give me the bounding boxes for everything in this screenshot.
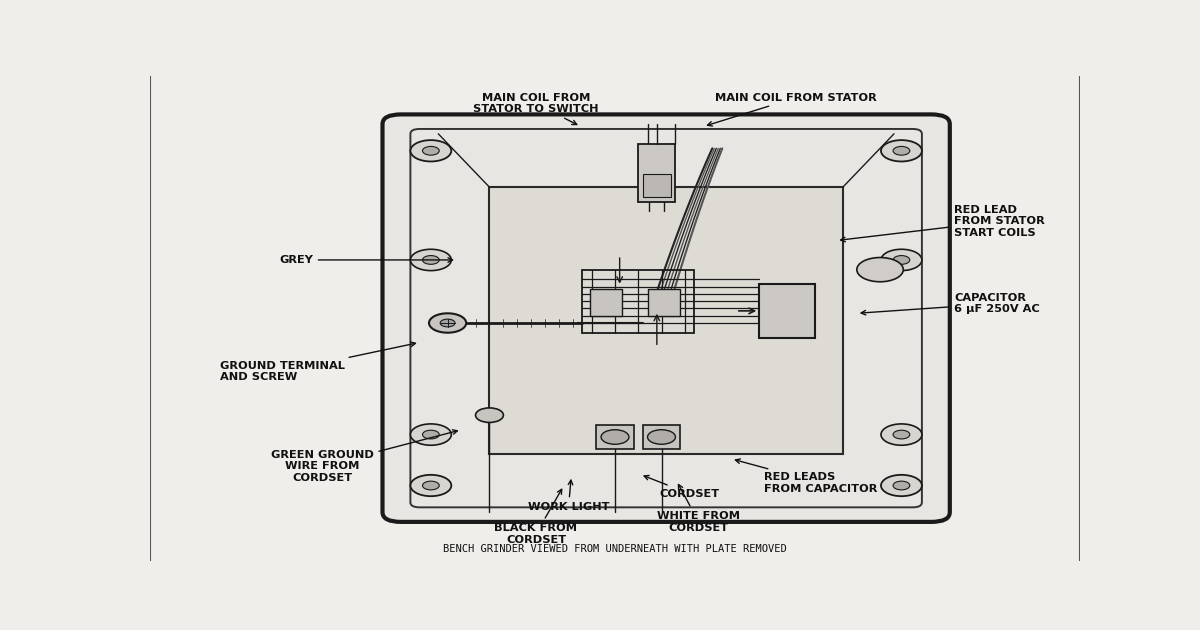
Text: WORK LIGHT: WORK LIGHT xyxy=(528,480,610,512)
Bar xyxy=(760,284,815,338)
FancyBboxPatch shape xyxy=(383,115,950,522)
Bar xyxy=(643,425,680,449)
Circle shape xyxy=(881,475,922,496)
Circle shape xyxy=(410,475,451,496)
Circle shape xyxy=(893,146,910,155)
Circle shape xyxy=(410,424,451,445)
Text: MAIN COIL FROM
STATOR TO SWITCH: MAIN COIL FROM STATOR TO SWITCH xyxy=(473,93,599,125)
Bar xyxy=(648,289,680,316)
Bar xyxy=(582,270,694,333)
Text: GROUND TERMINAL
AND SCREW: GROUND TERMINAL AND SCREW xyxy=(220,342,415,382)
Text: WHITE FROM
CORDSET: WHITE FROM CORDSET xyxy=(658,484,740,533)
Circle shape xyxy=(893,481,910,490)
Text: GREY: GREY xyxy=(278,255,452,265)
Text: BLACK FROM
CORDSET: BLACK FROM CORDSET xyxy=(494,490,577,545)
Text: GREEN GROUND
WIRE FROM
CORDSET: GREEN GROUND WIRE FROM CORDSET xyxy=(271,430,457,483)
Circle shape xyxy=(440,319,455,327)
Text: CORDSET: CORDSET xyxy=(644,476,720,499)
Bar xyxy=(590,289,623,316)
Circle shape xyxy=(881,140,922,161)
Text: MAIN COIL FROM STATOR: MAIN COIL FROM STATOR xyxy=(708,93,877,126)
Text: RED LEAD
FROM STATOR
START COILS: RED LEAD FROM STATOR START COILS xyxy=(841,205,1045,242)
Circle shape xyxy=(430,313,467,333)
Circle shape xyxy=(410,249,451,271)
Circle shape xyxy=(857,258,904,282)
Text: BENCH GRINDER VIEWED FROM UNDERNEATH WITH PLATE REMOVED: BENCH GRINDER VIEWED FROM UNDERNEATH WIT… xyxy=(443,544,787,554)
Circle shape xyxy=(881,424,922,445)
Bar xyxy=(490,187,842,454)
Text: CAPACITOR
6 μF 250V AC: CAPACITOR 6 μF 250V AC xyxy=(862,293,1040,315)
Circle shape xyxy=(648,430,676,444)
Bar xyxy=(643,174,671,197)
Text: RED LEADS
FROM CAPACITOR: RED LEADS FROM CAPACITOR xyxy=(736,459,877,494)
Circle shape xyxy=(422,146,439,155)
Circle shape xyxy=(601,430,629,444)
Circle shape xyxy=(893,430,910,439)
Bar xyxy=(638,144,676,202)
Circle shape xyxy=(881,249,922,271)
Circle shape xyxy=(475,408,504,423)
Circle shape xyxy=(422,481,439,490)
Circle shape xyxy=(893,256,910,265)
Circle shape xyxy=(422,430,439,439)
Circle shape xyxy=(410,140,451,161)
Bar xyxy=(596,425,634,449)
Circle shape xyxy=(422,256,439,265)
